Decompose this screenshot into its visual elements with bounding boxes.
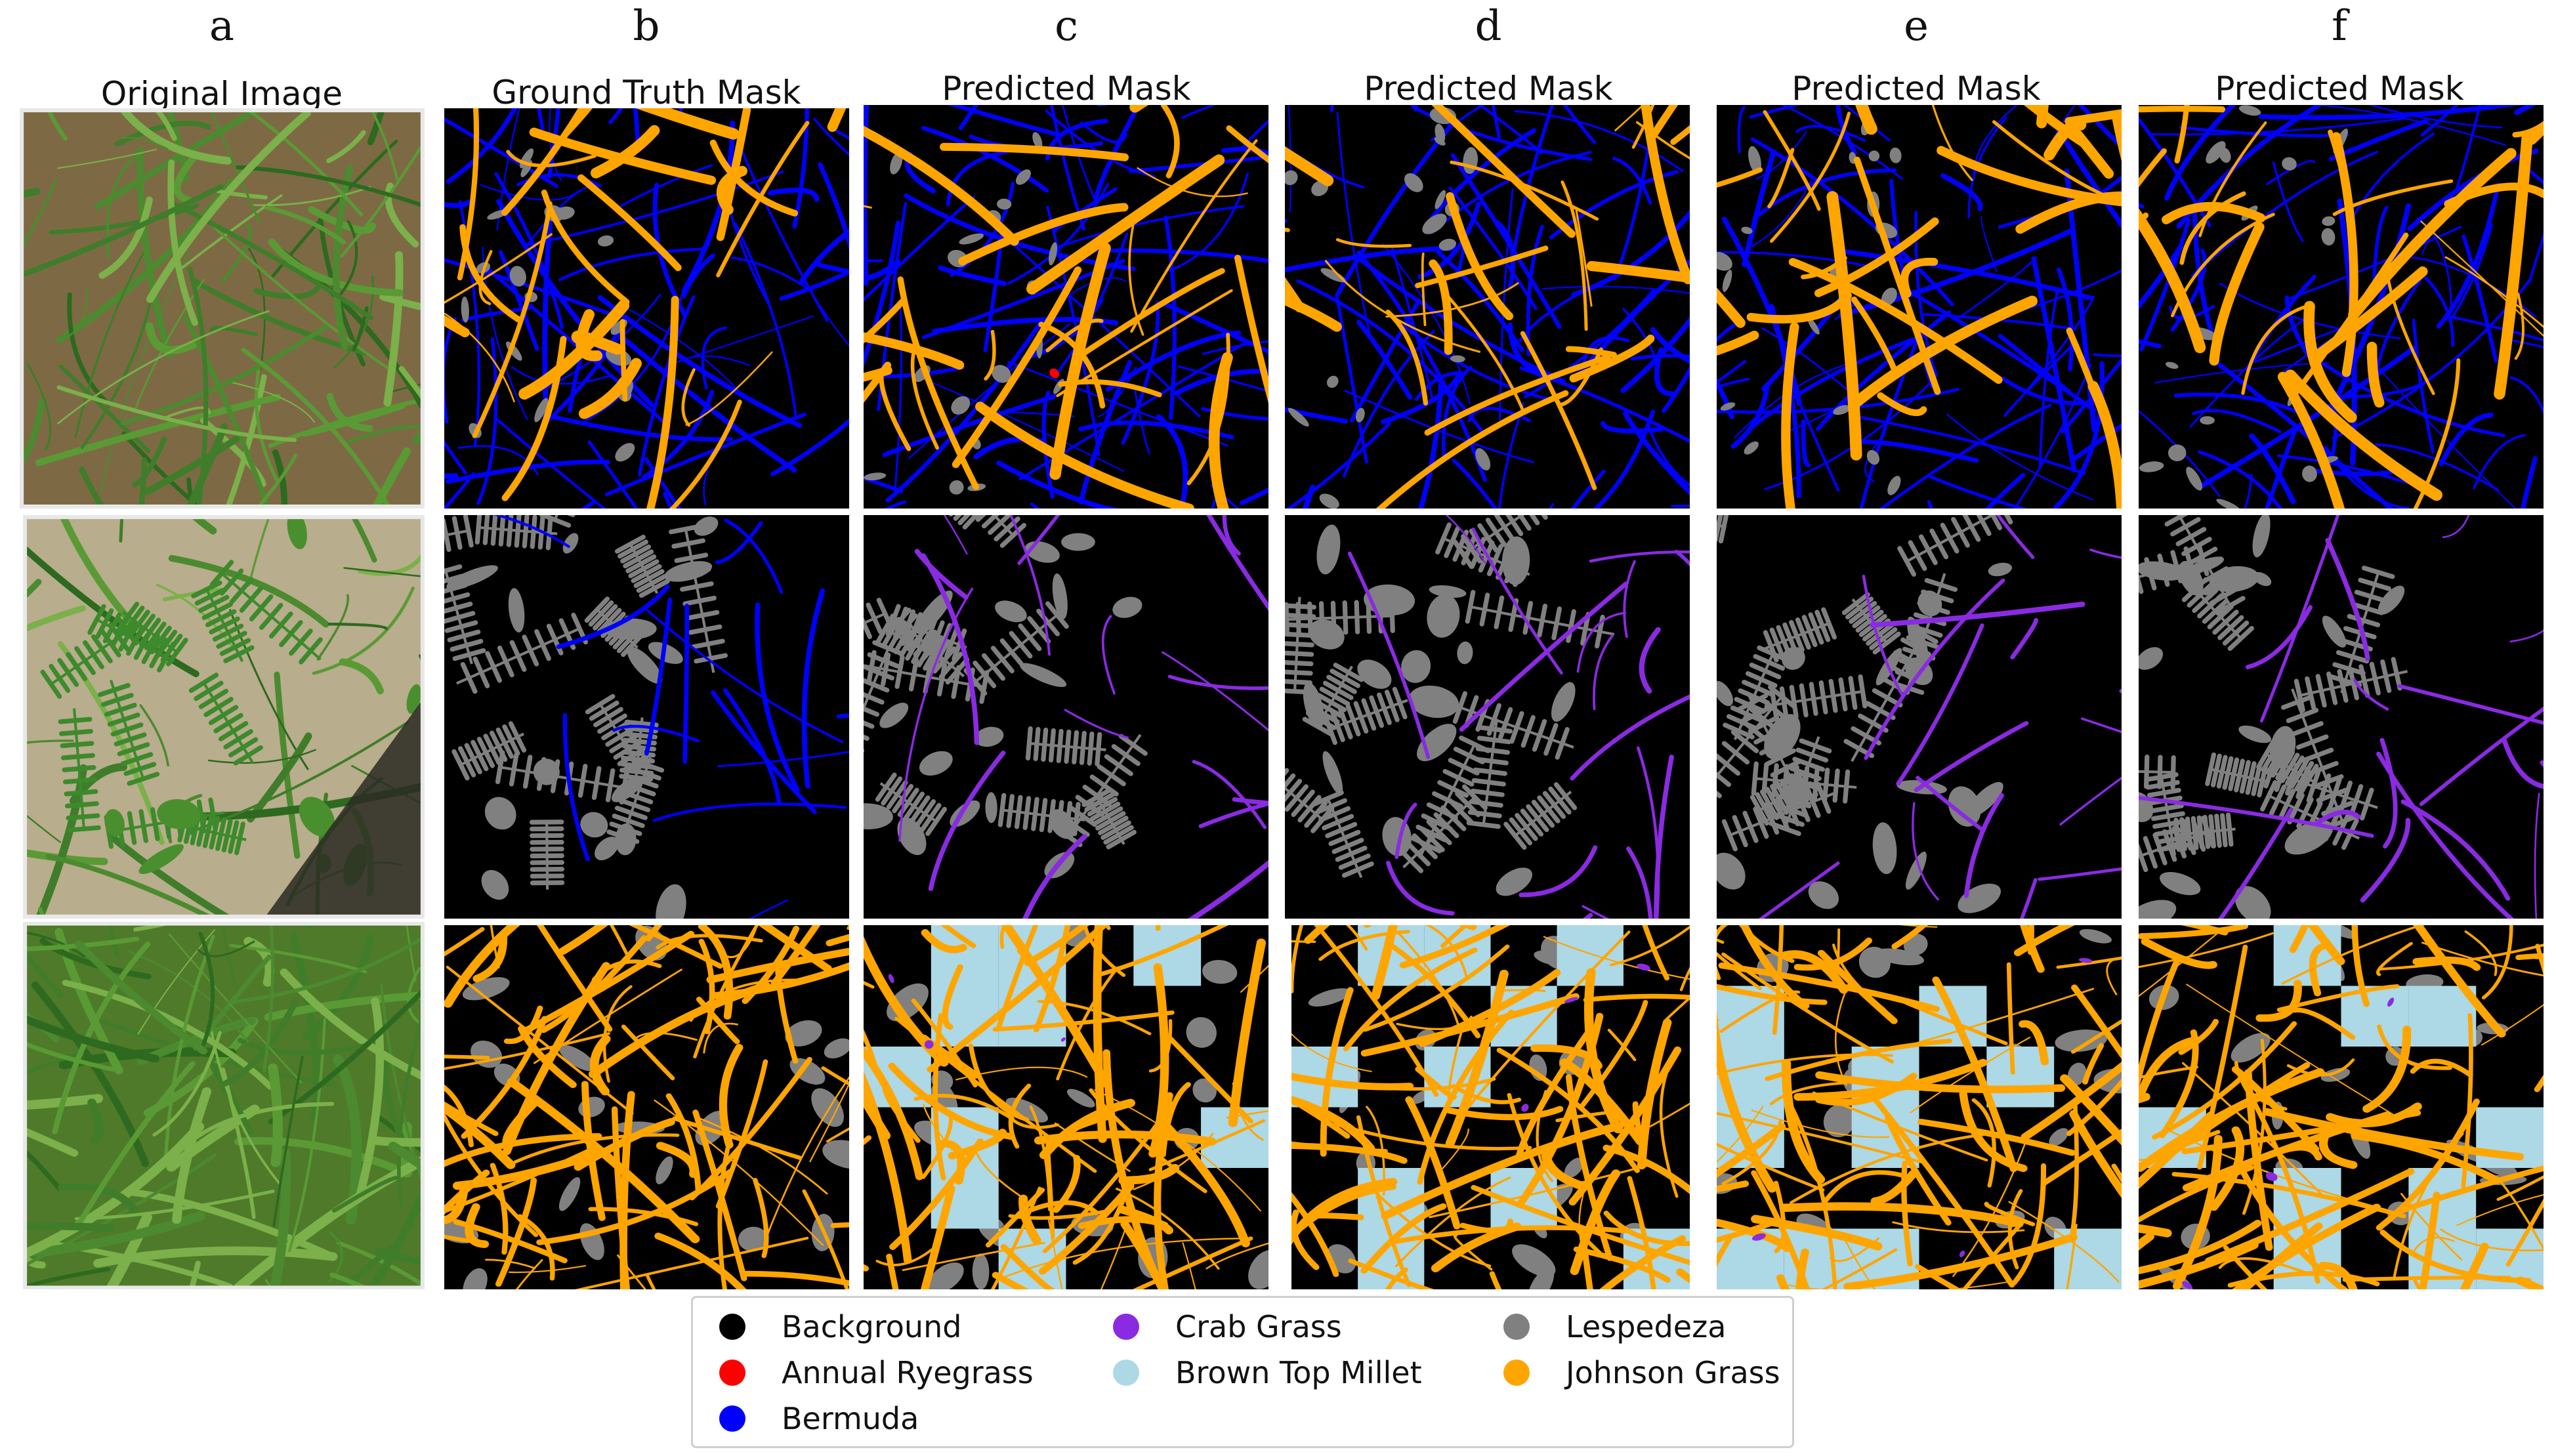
column-title-d: Predicted Mask: [1364, 70, 1613, 108]
mask-predicted-d-row1: [1285, 105, 1690, 509]
mask-predicted-c-row2: [864, 515, 1268, 919]
legend: Background Annual Ryegrass Bermuda Crab …: [691, 1296, 1794, 1448]
column-title-e: Predicted Mask: [1791, 70, 2041, 108]
legend-label-brown-top-millet: Brown Top Millet: [1175, 1355, 1422, 1390]
legend-item-johnson-grass: Johnson Grass: [1503, 1352, 1780, 1394]
mask-predicted-f-row3: [2139, 925, 2544, 1289]
mask-predicted-f-row2: [2139, 515, 2544, 919]
mask-predicted-e-row2: [1717, 515, 2122, 919]
mask-predicted-c-row1: [864, 105, 1268, 509]
mask-ground-truth-row3: [444, 925, 849, 1289]
legend-label-annual-ryegrass: Annual Ryegrass: [782, 1355, 1034, 1390]
legend-swatch-annual-ryegrass: [719, 1360, 745, 1386]
legend-item-lespedeza: Lespedeza: [1503, 1306, 1726, 1348]
legend-item-bermuda: Bermuda: [719, 1398, 919, 1440]
mask-predicted-c-row3: [864, 925, 1268, 1289]
column-letter-a: a: [209, 2, 235, 51]
photo-row3: [23, 922, 425, 1289]
legend-swatch-bermuda: [719, 1405, 745, 1432]
column-title-a: Original Image: [100, 75, 343, 113]
mask-predicted-f-row1: [2139, 105, 2544, 509]
column-title-c: Predicted Mask: [942, 70, 1191, 108]
legend-label-johnson-grass: Johnson Grass: [1566, 1355, 1780, 1390]
column-letter-f: f: [2332, 2, 2347, 51]
legend-swatch-crab-grass: [1113, 1314, 1139, 1340]
mask-predicted-e-row1: [1717, 105, 2122, 509]
mask-predicted-e-row3: [1717, 925, 2122, 1289]
legend-item-brown-top-millet: Brown Top Millet: [1113, 1352, 1422, 1394]
column-title-b: Ground Truth Mask: [492, 73, 801, 112]
legend-label-bermuda: Bermuda: [782, 1401, 919, 1436]
photo-row2: [23, 515, 425, 919]
column-letter-b: b: [633, 2, 660, 51]
legend-label-lespedeza: Lespedeza: [1566, 1309, 1727, 1344]
column-letter-d: d: [1475, 2, 1502, 51]
column-title-f: Predicted Mask: [2215, 70, 2464, 108]
legend-item-background: Background: [719, 1306, 961, 1348]
legend-swatch-lespedeza: [1503, 1314, 1530, 1340]
mask-ground-truth-row2: [444, 515, 849, 919]
photo-row1: [20, 108, 425, 509]
mask-ground-truth-row1: [444, 108, 849, 509]
legend-label-background: Background: [782, 1309, 962, 1344]
column-letter-c: c: [1055, 2, 1078, 51]
legend-label-crab-grass: Crab Grass: [1175, 1309, 1342, 1344]
legend-item-annual-ryegrass: Annual Ryegrass: [719, 1352, 1034, 1394]
legend-swatch-johnson-grass: [1503, 1360, 1530, 1386]
legend-item-crab-grass: Crab Grass: [1113, 1306, 1342, 1348]
mask-predicted-d-row3: [1291, 925, 1690, 1289]
legend-swatch-background: [719, 1314, 745, 1340]
mask-predicted-d-row2: [1285, 515, 1690, 919]
column-letter-e: e: [1904, 2, 1929, 51]
legend-swatch-brown-top-millet: [1113, 1360, 1139, 1386]
